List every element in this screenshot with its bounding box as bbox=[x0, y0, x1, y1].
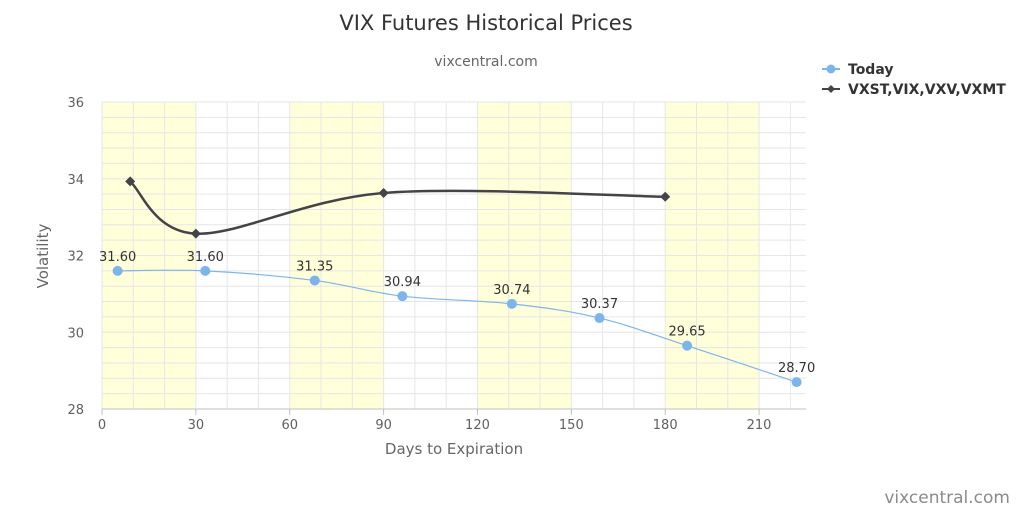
y-axis-title: Volatility bbox=[34, 223, 52, 288]
data-point-circle[interactable] bbox=[112, 265, 123, 276]
data-label: 29.65 bbox=[668, 325, 705, 340]
x-tick-label: 180 bbox=[653, 418, 678, 433]
series-line-1 bbox=[129, 180, 666, 235]
data-point-diamond[interactable] bbox=[125, 176, 136, 187]
legend-item-1[interactable]: VXST,VIX,VXV,VXMT bbox=[822, 82, 1006, 98]
chart-subtitle: vixcentral.com bbox=[434, 54, 537, 70]
legend-label: Today bbox=[848, 62, 893, 78]
watermark: vixcentral.com bbox=[884, 488, 1010, 508]
data-label: 31.35 bbox=[296, 259, 333, 274]
data-point-circle[interactable] bbox=[506, 298, 517, 309]
x-tick-label: 0 bbox=[98, 418, 106, 433]
y-tick-label: 36 bbox=[67, 96, 84, 111]
legend-marker-circle bbox=[826, 64, 836, 74]
data-point-diamond[interactable] bbox=[378, 187, 389, 198]
x-tick-label: 30 bbox=[188, 418, 205, 433]
data-label: 31.60 bbox=[187, 250, 224, 265]
y-tick-label: 34 bbox=[67, 173, 84, 188]
series-line-0 bbox=[117, 269, 797, 383]
data-label: 30.94 bbox=[384, 275, 421, 290]
legend-item-0[interactable]: Today bbox=[822, 62, 893, 78]
x-tick-label: 60 bbox=[281, 418, 298, 433]
x-tick-label: 150 bbox=[559, 418, 584, 433]
data-point-circle[interactable] bbox=[200, 265, 211, 276]
data-label: 28.70 bbox=[778, 361, 815, 376]
data-point-circle[interactable] bbox=[682, 340, 693, 351]
data-point-circle[interactable] bbox=[397, 291, 408, 302]
data-point-circle[interactable] bbox=[791, 377, 802, 388]
axes: 0 30 60 90 120 150 180 210 28 30 32 34 36 bbox=[67, 96, 806, 433]
chart-title: VIX Futures Historical Prices bbox=[339, 11, 632, 35]
series-group: 31.60 31.60 31.35 30.94 30.74 30.37 29.65 28.70 bbox=[99, 176, 815, 388]
x-axis-title: Days to Expiration bbox=[385, 440, 523, 458]
data-point-diamond[interactable] bbox=[660, 191, 671, 202]
y-tick-label: 28 bbox=[67, 403, 84, 418]
data-point-circle[interactable] bbox=[309, 275, 320, 286]
data-label: 30.74 bbox=[493, 283, 530, 298]
y-tick-label: 32 bbox=[67, 250, 84, 265]
data-point-diamond[interactable] bbox=[190, 228, 201, 239]
x-tick-label: 90 bbox=[375, 418, 392, 433]
legend-marker-diamond bbox=[827, 85, 835, 93]
data-label: 31.60 bbox=[99, 250, 136, 265]
legend[interactable]: Today VXST,VIX,VXV,VXMT bbox=[822, 62, 1006, 98]
x-tick-label: 120 bbox=[465, 418, 490, 433]
x-tick-label: 210 bbox=[747, 418, 772, 433]
data-point-circle[interactable] bbox=[594, 313, 605, 324]
data-label: 30.37 bbox=[581, 297, 618, 312]
legend-label: VXST,VIX,VXV,VXMT bbox=[848, 82, 1006, 98]
y-tick-label: 30 bbox=[67, 326, 84, 341]
